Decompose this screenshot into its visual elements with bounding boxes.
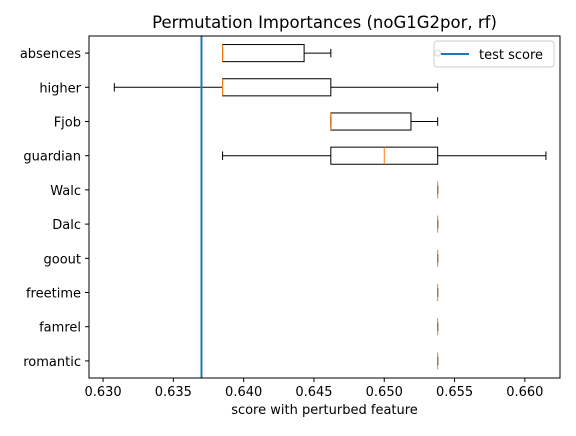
y-axis: absences higher Fjob guardian Walc Dalc goout f… — [20, 47, 89, 370]
x-axis-label: score with perturbed feature — [231, 403, 418, 418]
box — [222, 44, 305, 63]
y-tick-label-guardian: guardian — [23, 150, 81, 165]
x-tick-label: 0.635 — [155, 385, 192, 400]
y-tick-label-romantic: romantic — [23, 355, 81, 370]
y-tick-label-higher: higher — [39, 81, 81, 96]
boxplot-absences — [222, 44, 442, 63]
x-tick-label: 0.630 — [84, 385, 121, 400]
x-tick-label: 0.645 — [295, 385, 332, 400]
y-tick-label-freetime: freetime — [26, 287, 81, 302]
box — [222, 78, 332, 97]
legend-label-test-score: test score — [479, 48, 543, 63]
y-tick-label-Fjob: Fjob — [54, 116, 81, 131]
boxplot-higher — [113, 78, 439, 97]
legend-frame — [433, 40, 555, 68]
y-tick-label-famrel: famrel — [39, 321, 81, 336]
x-tick-label: 0.655 — [436, 385, 473, 400]
x-axis: 0.630 0.635 0.640 0.645 0.650 0.655 0.660 — [84, 378, 543, 400]
plot-area — [113, 36, 547, 378]
boxplot-guardian — [222, 146, 547, 165]
chart-title: Permutation Importances (noG1G2por, rf) — [152, 13, 497, 32]
y-tick-label-Walc: Walc — [50, 184, 81, 199]
x-tick-label: 0.660 — [506, 385, 543, 400]
x-tick-label: 0.640 — [225, 385, 262, 400]
y-tick-label-Dalc: Dalc — [52, 218, 81, 233]
y-tick-label-absences: absences — [20, 47, 81, 62]
axes-frame — [88, 35, 561, 379]
boxplot-Fjob — [330, 112, 439, 131]
y-tick-label-goout: goout — [44, 252, 82, 267]
box — [330, 112, 412, 131]
legend: test score — [433, 40, 555, 68]
x-tick-label: 0.650 — [366, 385, 403, 400]
